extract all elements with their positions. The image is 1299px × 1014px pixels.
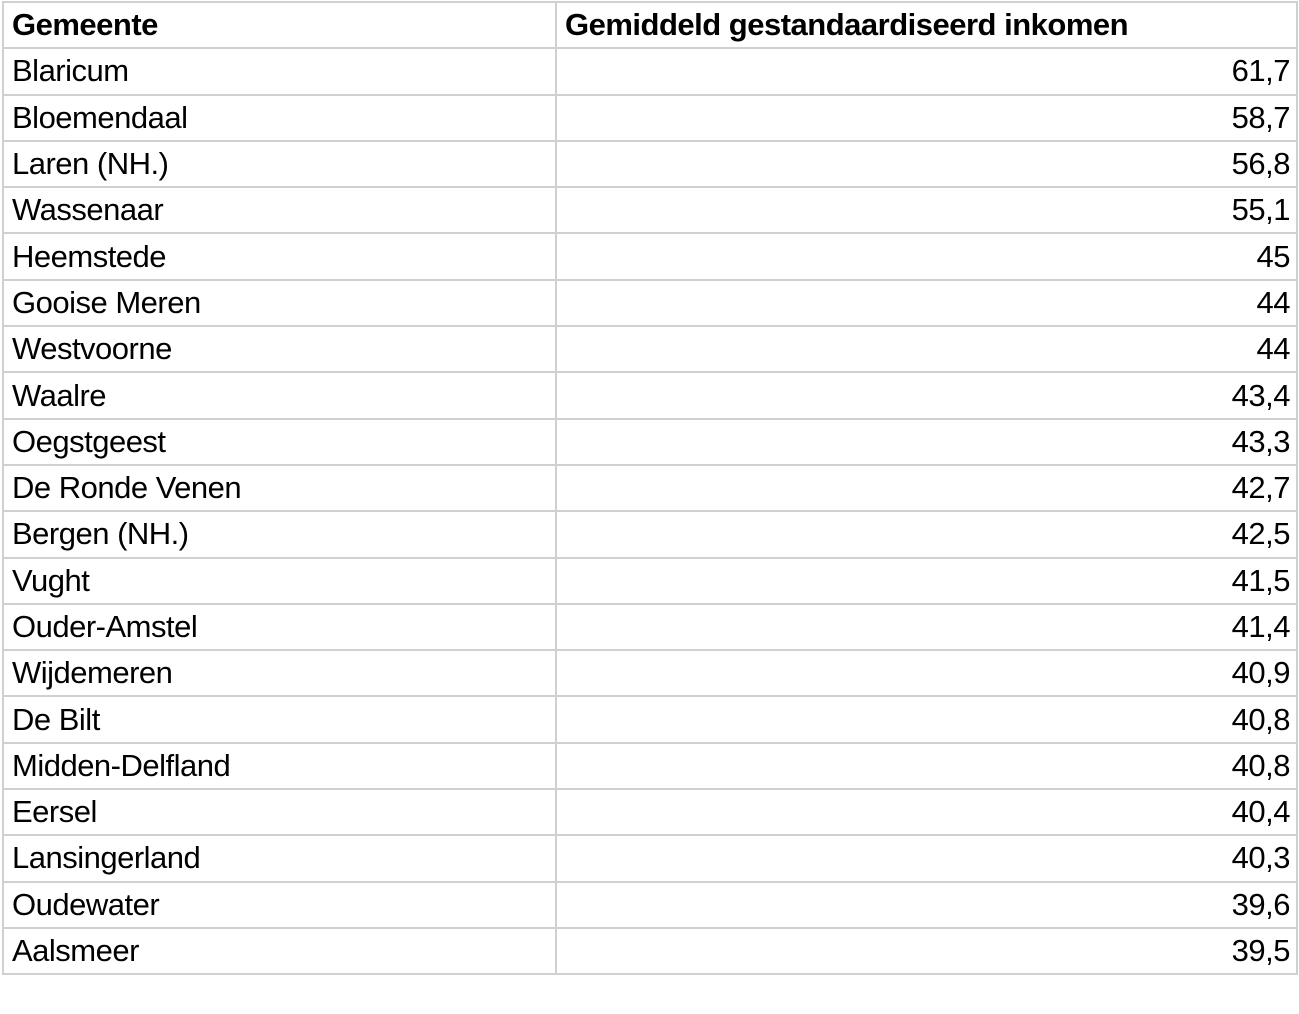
cell-inkomen[interactable]: 40,8 (555, 741, 1298, 791)
table-row: Midden-Delfland 40,8 (2, 741, 1298, 791)
cell-gemeente[interactable]: Lansingerland (2, 834, 557, 883)
header-inkomen[interactable]: Gemiddeld gestandaardiseerd inkomen (555, 0, 1298, 50)
cell-inkomen[interactable]: 56,8 (555, 139, 1298, 189)
cell-gemeente[interactable]: Aalsmeer (2, 926, 557, 976)
cell-gemeente[interactable]: Gooise Meren (2, 278, 557, 328)
cell-gemeente[interactable]: Wassenaar (2, 186, 557, 235)
cell-inkomen[interactable]: 61,7 (555, 47, 1298, 96)
cell-gemeente[interactable]: Vught (2, 556, 557, 605)
income-table: Gemeente Gemiddeld gestandaardiseerd ink… (2, 0, 1298, 976)
cell-inkomen[interactable]: 45 (555, 232, 1298, 281)
cell-gemeente[interactable]: Ouder-Amstel (2, 602, 557, 652)
table-row: Lansingerland 40,3 (2, 834, 1298, 883)
cell-inkomen[interactable]: 40,9 (555, 649, 1298, 698)
table-row: Ouder-Amstel 41,4 (2, 602, 1298, 652)
cell-gemeente[interactable]: Heemstede (2, 232, 557, 281)
table-row: Heemstede 45 (2, 232, 1298, 281)
cell-inkomen[interactable]: 40,4 (555, 788, 1298, 837)
cell-inkomen[interactable]: 44 (555, 325, 1298, 374)
cell-gemeente[interactable]: De Ronde Venen (2, 463, 557, 513)
cell-gemeente[interactable]: Westvoorne (2, 325, 557, 374)
cell-gemeente[interactable]: Blaricum (2, 47, 557, 96)
cell-inkomen[interactable]: 43,4 (555, 371, 1298, 420)
table-row: Aalsmeer 39,5 (2, 926, 1298, 976)
table-row: Wassenaar 55,1 (2, 186, 1298, 235)
cell-gemeente[interactable]: Wijdemeren (2, 649, 557, 698)
cell-gemeente[interactable]: Midden-Delfland (2, 741, 557, 791)
cell-inkomen[interactable]: 58,7 (555, 93, 1298, 142)
table-row: Laren (NH.) 56,8 (2, 139, 1298, 189)
table-row: De Ronde Venen 42,7 (2, 463, 1298, 513)
table-row: Wijdemeren 40,9 (2, 649, 1298, 698)
cell-inkomen[interactable]: 40,8 (555, 695, 1298, 744)
header-gemeente[interactable]: Gemeente (2, 0, 557, 50)
table-row: Vught 41,5 (2, 556, 1298, 605)
table-row: De Bilt 40,8 (2, 695, 1298, 744)
cell-inkomen[interactable]: 40,3 (555, 834, 1298, 883)
table-row: Gooise Meren 44 (2, 278, 1298, 328)
cell-inkomen[interactable]: 42,5 (555, 510, 1298, 559)
table-row: Westvoorne 44 (2, 325, 1298, 374)
header-row: Gemeente Gemiddeld gestandaardiseerd ink… (2, 0, 1298, 50)
cell-inkomen[interactable]: 43,3 (555, 417, 1298, 466)
table-row: Bergen (NH.) 42,5 (2, 510, 1298, 559)
cell-inkomen[interactable]: 42,7 (555, 463, 1298, 513)
cell-inkomen[interactable]: 44 (555, 278, 1298, 328)
cell-inkomen[interactable]: 55,1 (555, 186, 1298, 235)
table-row: Blaricum 61,7 (2, 47, 1298, 96)
cell-gemeente[interactable]: De Bilt (2, 695, 557, 744)
cell-gemeente[interactable]: Bergen (NH.) (2, 510, 557, 559)
table-row: Oegstgeest 43,3 (2, 417, 1298, 466)
table-row: Waalre 43,4 (2, 371, 1298, 420)
cell-gemeente[interactable]: Waalre (2, 371, 557, 420)
cell-inkomen[interactable]: 41,4 (555, 602, 1298, 652)
cell-inkomen[interactable]: 39,6 (555, 880, 1298, 929)
cell-gemeente[interactable]: Eersel (2, 788, 557, 837)
cell-inkomen[interactable]: 39,5 (555, 926, 1298, 976)
table-row: Bloemendaal 58,7 (2, 93, 1298, 142)
cell-gemeente[interactable]: Oudewater (2, 880, 557, 929)
cell-gemeente[interactable]: Laren (NH.) (2, 139, 557, 189)
cell-gemeente[interactable]: Bloemendaal (2, 93, 557, 142)
cell-gemeente[interactable]: Oegstgeest (2, 417, 557, 466)
cell-inkomen[interactable]: 41,5 (555, 556, 1298, 605)
table-row: Eersel 40,4 (2, 788, 1298, 837)
table-row: Oudewater 39,6 (2, 880, 1298, 929)
